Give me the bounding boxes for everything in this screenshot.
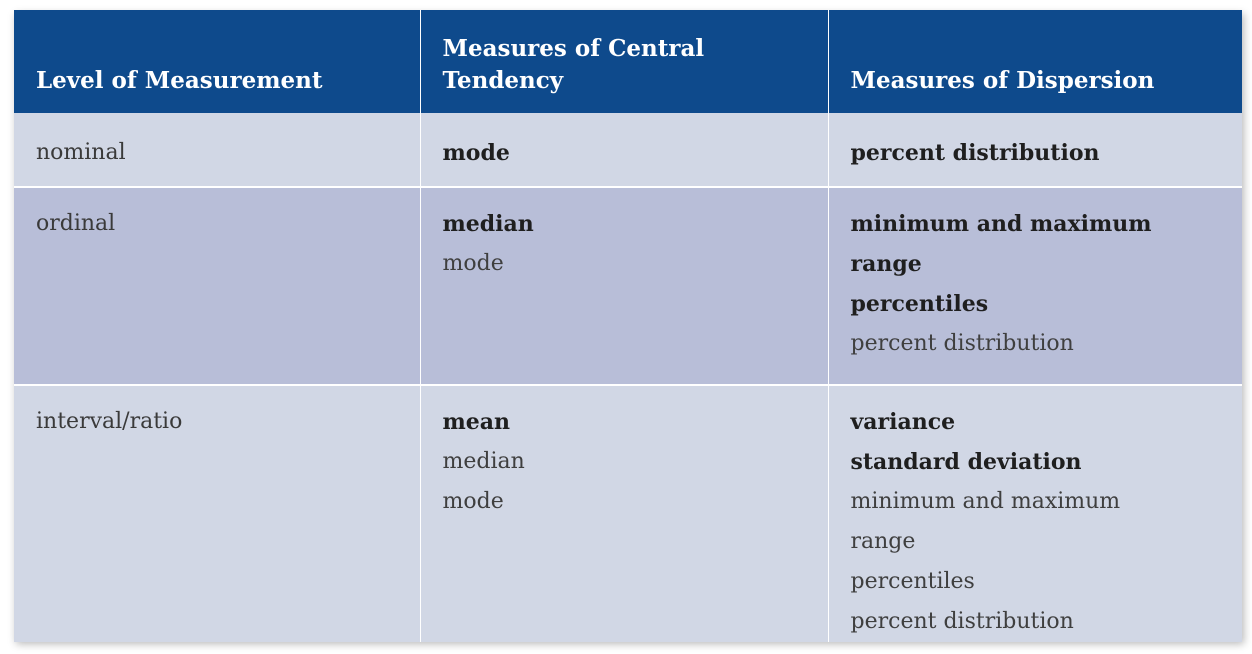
dispersion-item: variance (850, 409, 956, 435)
dispersion-item: range (850, 251, 922, 277)
central-tendency-item: mode (442, 140, 510, 166)
dispersion-cell: percent distribution (828, 113, 1242, 188)
dispersion-item: percent distribution (850, 331, 1074, 356)
dispersion-item: percentiles (850, 569, 975, 594)
table-row: interval/ratio mean median mode variance… (14, 385, 1242, 642)
table-header-row: Level of Measurement Measures of Central… (14, 10, 1242, 113)
header-central-tendency: Measures of Central Tendency (420, 10, 829, 113)
central-tendency-item: mean (442, 409, 511, 435)
dispersion-item: percentiles (850, 291, 989, 317)
central-tendency-cell: median mode (420, 187, 829, 386)
level-cell: ordinal (14, 187, 421, 386)
central-tendency-cell: mode (420, 113, 829, 188)
measures-table: Level of Measurement Measures of Central… (14, 10, 1242, 642)
dispersion-item: minimum and maximum (850, 489, 1121, 514)
dispersion-item: percent distribution (850, 140, 1100, 166)
header-level-of-measurement: Level of Measurement (14, 10, 421, 113)
dispersion-cell: variance standard deviation minimum and … (828, 385, 1242, 642)
table-row: ordinal median mode minimum and maximum … (14, 187, 1242, 386)
central-tendency-item: mode (442, 251, 504, 276)
central-tendency-item: median (442, 449, 525, 474)
central-tendency-item: mode (442, 489, 504, 514)
dispersion-item: standard deviation (850, 449, 1082, 475)
measures-table-frame: Level of Measurement Measures of Central… (14, 10, 1242, 642)
table-row: nominal mode percent distribution (14, 113, 1242, 188)
central-tendency-item: median (442, 211, 534, 237)
header-dispersion: Measures of Dispersion (828, 10, 1242, 113)
level-cell: interval/ratio (14, 385, 421, 642)
dispersion-item: percent distribution (850, 609, 1074, 634)
central-tendency-cell: mean median mode (420, 385, 829, 642)
dispersion-item: range (850, 529, 916, 554)
level-cell: nominal (14, 113, 421, 188)
dispersion-item: minimum and maximum (850, 211, 1152, 237)
dispersion-cell: minimum and maximum range percentiles pe… (828, 187, 1242, 386)
